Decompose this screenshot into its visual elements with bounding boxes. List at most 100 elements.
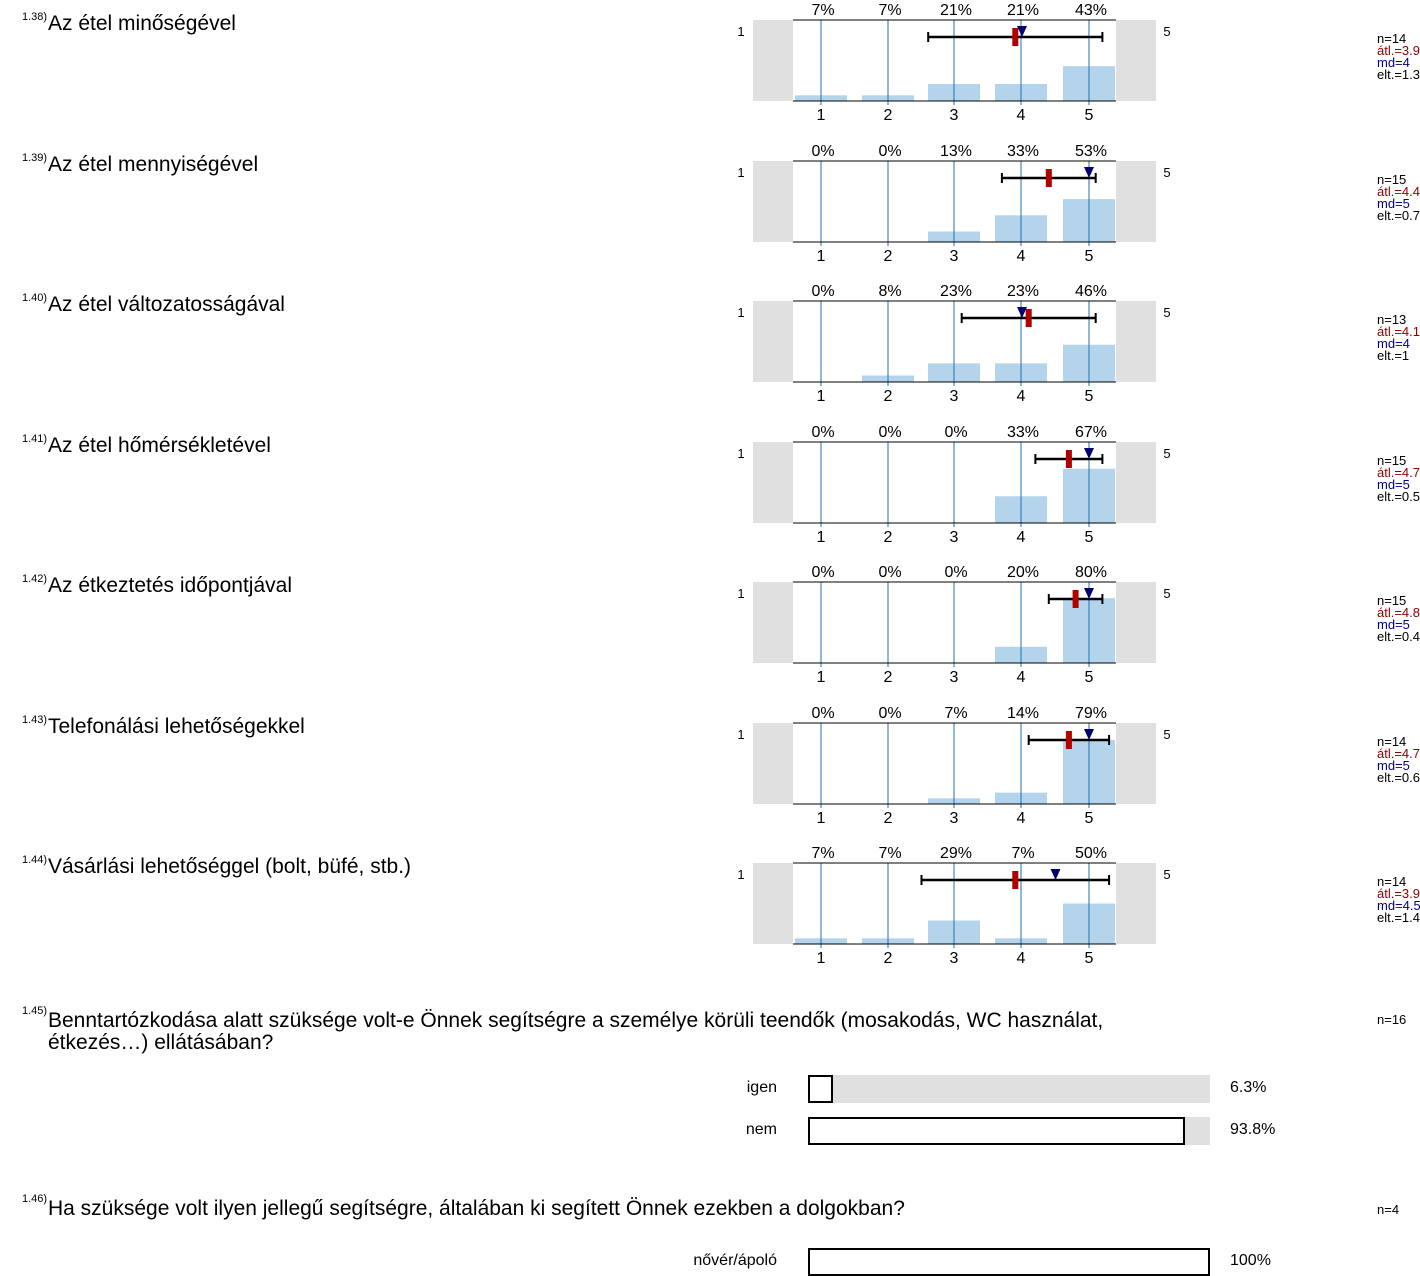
category-label: 5 [1085, 810, 1094, 827]
option-fill [808, 1117, 1186, 1145]
pct-label: 7% [811, 845, 834, 862]
likert-chart: 1 5 7% 7% 29% 7% 50% 1 2 3 4 5 [737, 845, 1170, 967]
n-count: n=4 [1377, 1202, 1400, 1217]
question-text: Az étel változatosságával [48, 293, 285, 316]
pct-label: 0% [878, 705, 901, 722]
category-label: 2 [884, 529, 893, 546]
right-panel [1116, 301, 1156, 382]
pct-label: 0% [811, 705, 834, 722]
pct-label: 0% [811, 283, 834, 300]
likert-chart: 1 5 0% 8% 23% 23% 46% 1 2 3 4 5 [737, 283, 1170, 405]
category-label: 3 [950, 107, 959, 124]
left-panel [753, 723, 793, 804]
stat-n: n=14 [1377, 734, 1407, 749]
likert-chart: 1 5 0% 0% 13% 33% 53% 1 2 3 4 5 [737, 143, 1170, 265]
scale-left-label: 1 [737, 586, 744, 601]
likert-chart: 1 5 0% 0% 0% 33% 67% 1 2 3 4 5 [737, 424, 1170, 546]
scale-left-label: 1 [737, 446, 744, 461]
stats-block: n=14 átl.=4.7 md=5 elt.=0.6 [1377, 734, 1420, 784]
likert-chart: 1 5 0% 0% 7% 14% 79% 1 2 3 4 5 [737, 705, 1170, 827]
left-panel [753, 582, 793, 663]
category-label: 3 [950, 810, 959, 827]
scale-right-label: 5 [1163, 305, 1170, 320]
category-label: 2 [884, 388, 893, 405]
pct-label: 0% [878, 424, 901, 441]
mean-marker [1072, 590, 1079, 608]
stats-block: n=15 átl.=4.8 md=5 elt.=0.4 [1377, 594, 1420, 643]
mean-marker [1012, 871, 1019, 889]
stat-mean: átl.=4.7 [1377, 465, 1420, 480]
mean-marker [1065, 450, 1072, 468]
category-label: 3 [950, 388, 959, 405]
option-pct: 93.8% [1230, 1121, 1276, 1138]
median-marker [1017, 26, 1027, 37]
category-label: 4 [1017, 669, 1026, 686]
stat-md: md=4 [1377, 55, 1410, 70]
mean-marker [1065, 731, 1072, 749]
stats-block: n=15 átl.=4.7 md=5 elt.=0.5 [1377, 454, 1420, 503]
pct-label: 7% [878, 2, 901, 19]
scale-right-label: 5 [1163, 867, 1170, 882]
pct-label: 13% [940, 143, 972, 160]
stat-md: md=4 [1377, 336, 1410, 351]
pct-label: 7% [811, 2, 834, 19]
question-text: Ha szüksége volt ilyen jellegű segítségr… [48, 1197, 905, 1220]
scale-left-label: 1 [737, 867, 744, 882]
pct-label: 7% [878, 845, 901, 862]
pct-label: 53% [1075, 143, 1107, 160]
stats-block: n=13 átl.=4.1 md=4 elt.=1 [1377, 313, 1420, 362]
question-number: 1.42) [22, 573, 48, 585]
option-pct: 100% [1230, 1252, 1271, 1269]
pct-label: 0% [811, 143, 834, 160]
question-text: Az étkeztetés időpontjával [48, 574, 292, 597]
stat-mean: átl.=3.9 [1377, 43, 1420, 58]
pct-label: 7% [1011, 845, 1034, 862]
category-label: 1 [817, 810, 826, 827]
pct-label: 0% [944, 564, 967, 581]
scale-left-label: 1 [737, 24, 744, 39]
category-label: 3 [950, 248, 959, 265]
option-pct: 6.3% [1230, 1079, 1267, 1096]
category-label: 3 [950, 950, 959, 967]
stat-sd: elt.=1.3 [1377, 67, 1420, 82]
option-label: nővér/ápoló [693, 1252, 777, 1269]
stat-mean: átl.=4.1 [1377, 324, 1420, 339]
option-fill [808, 1248, 1210, 1276]
question-number: 1.41) [22, 433, 48, 445]
category-label: 5 [1085, 950, 1094, 967]
category-label: 2 [884, 669, 893, 686]
question-number: 1.44) [22, 854, 48, 866]
pct-label: 0% [811, 564, 834, 581]
stat-mean: átl.=4.7 [1377, 746, 1420, 761]
left-panel [753, 863, 793, 944]
pct-label: 0% [878, 564, 901, 581]
category-label: 3 [950, 529, 959, 546]
mean-marker [1012, 28, 1019, 46]
pct-label: 21% [1007, 2, 1039, 19]
category-label: 1 [817, 529, 826, 546]
left-panel [753, 442, 793, 523]
right-panel [1116, 442, 1156, 523]
question-number: 1.40) [22, 292, 48, 304]
question-text: Vásárlási lehetőséggel (bolt, büfé, stb.… [48, 855, 412, 878]
stat-n: n=15 [1377, 172, 1407, 187]
category-label: 1 [817, 669, 826, 686]
median-marker [1084, 167, 1094, 178]
left-panel [753, 20, 793, 101]
stat-mean: átl.=3.9 [1377, 886, 1420, 901]
stat-md: md=5 [1377, 617, 1410, 632]
pct-label: 67% [1075, 424, 1107, 441]
pct-label: 23% [1007, 283, 1039, 300]
category-label: 4 [1017, 810, 1026, 827]
stats-block: n=14 átl.=3.9 md=4.5 elt.=1.4 [1377, 875, 1420, 925]
stat-mean: átl.=4.8 [1377, 605, 1420, 620]
category-label: 1 [817, 248, 826, 265]
category-label: 4 [1017, 529, 1026, 546]
stat-sd: elt.=1.4 [1377, 910, 1420, 925]
question-number: 1.43) [22, 714, 48, 726]
pct-label: 0% [811, 424, 834, 441]
scale-left-label: 1 [737, 165, 744, 180]
category-label: 2 [884, 248, 893, 265]
stat-n: n=14 [1377, 31, 1407, 46]
pct-label: 33% [1007, 424, 1039, 441]
